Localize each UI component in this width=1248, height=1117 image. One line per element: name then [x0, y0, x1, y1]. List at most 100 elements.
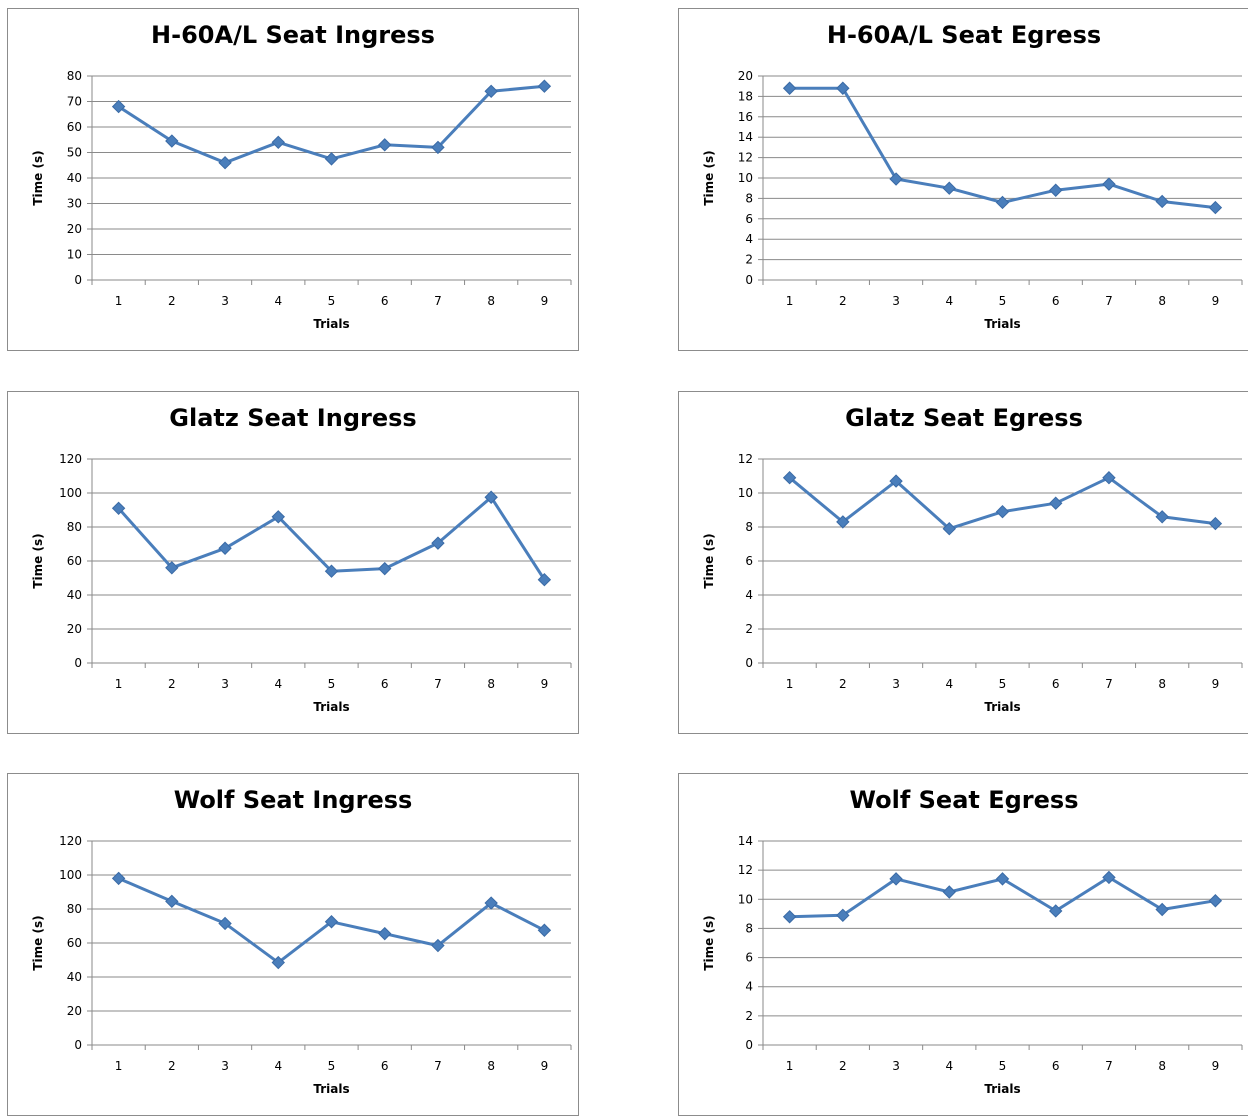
- y-tick-label: 30: [67, 197, 82, 211]
- y-axis-title: Time (s): [31, 150, 45, 205]
- x-tick-label: 9: [1212, 1059, 1220, 1073]
- y-tick-label: 60: [67, 936, 82, 950]
- x-tick-label: 1: [115, 294, 123, 308]
- y-tick-label: 0: [74, 656, 82, 670]
- y-tick-label: 2: [745, 1009, 753, 1023]
- y-tick-label: 4: [745, 232, 753, 246]
- x-tick-label: 2: [839, 677, 847, 691]
- y-tick-label: 20: [67, 1004, 82, 1018]
- y-tick-label: 120: [59, 834, 82, 848]
- x-tick-label: 4: [274, 677, 282, 691]
- x-tick-label: 6: [1052, 294, 1060, 308]
- data-point: [1102, 870, 1116, 885]
- y-tick-label: 14: [738, 834, 753, 848]
- data-point: [1155, 902, 1169, 917]
- data-point: [271, 510, 285, 524]
- data-point: [942, 181, 956, 195]
- x-tick-label: 7: [434, 1059, 442, 1073]
- x-tick-label: 4: [945, 1059, 953, 1073]
- y-tick-label: 10: [738, 892, 753, 906]
- data-point: [484, 896, 498, 910]
- data-point: [1208, 200, 1223, 215]
- chart-title: Glatz Seat Ingress: [169, 404, 417, 432]
- y-tick-label: 80: [67, 520, 82, 534]
- y-tick-label: 16: [738, 110, 753, 124]
- x-tick-label: 8: [1158, 1059, 1166, 1073]
- chart-title: Glatz Seat Egress: [845, 404, 1083, 432]
- data-point: [537, 572, 552, 587]
- y-tick-label: 40: [67, 171, 82, 185]
- x-tick-label: 2: [839, 1059, 847, 1073]
- y-tick-label: 8: [745, 921, 753, 935]
- x-tick-label: 8: [487, 677, 495, 691]
- data-point: [271, 955, 285, 970]
- x-tick-label: 7: [1105, 677, 1113, 691]
- plot-area: 0 20 40 60 80 100 120 1 2 3 4 5 6 7 8 9 Trials Time (s): [31, 452, 572, 714]
- y-tick-label: 12: [738, 863, 753, 877]
- plot-area: 0 20 40 60 80 100 120 1 2 3 4 5 6 7 8 9 Trials Time (s): [31, 834, 572, 1096]
- data-point: [1049, 496, 1063, 510]
- x-tick-label: 1: [786, 677, 794, 691]
- x-tick-label: 3: [221, 1059, 229, 1073]
- y-tick-label: 100: [59, 868, 82, 882]
- y-tick-label: 0: [74, 1038, 82, 1052]
- series-line: [789, 86, 1216, 210]
- data-point: [889, 474, 903, 488]
- x-tick-label: 5: [999, 677, 1007, 691]
- y-tick-label: 4: [745, 980, 753, 994]
- x-axis-title: Trials: [984, 700, 1020, 714]
- x-tick-label: 8: [487, 294, 495, 308]
- x-tick-label: 2: [168, 1059, 176, 1073]
- x-tick-label: 3: [892, 294, 900, 308]
- data-point: [111, 871, 126, 886]
- data-point: [431, 140, 445, 155]
- data-point: [378, 926, 392, 941]
- chart-title: Wolf Seat Ingress: [173, 786, 413, 814]
- y-tick-label: 40: [67, 588, 82, 602]
- x-tick-label: 3: [221, 677, 229, 691]
- y-tick-label: 6: [745, 951, 753, 965]
- x-axis-title: Trials: [984, 317, 1020, 331]
- x-tick-label: 6: [381, 1059, 389, 1073]
- y-tick-label: 12: [738, 151, 753, 165]
- data-point: [271, 135, 285, 150]
- y-tick-label: 20: [738, 69, 753, 83]
- y-tick-label: 4: [745, 588, 753, 602]
- data-point: [324, 915, 339, 929]
- data-point: [995, 504, 1010, 519]
- data-point: [1155, 510, 1169, 524]
- series-line: [788, 476, 1216, 531]
- series-line: [117, 84, 545, 165]
- data-point: [218, 541, 232, 555]
- data-point: [995, 195, 1010, 210]
- x-tick-label: 1: [115, 677, 123, 691]
- y-axis-title: Time (s): [702, 150, 716, 205]
- y-tick-label: 60: [67, 120, 82, 134]
- x-tick-label: 4: [945, 294, 953, 308]
- x-tick-label: 2: [839, 294, 847, 308]
- data-point: [836, 81, 850, 95]
- data-point: [836, 515, 850, 529]
- y-axis-title: Time (s): [31, 915, 45, 970]
- y-tick-label: 8: [745, 520, 753, 534]
- x-tick-label: 1: [786, 294, 794, 308]
- x-tick-label: 1: [786, 1059, 794, 1073]
- data-point: [889, 872, 903, 886]
- y-tick-label: 10: [67, 248, 82, 262]
- data-point: [942, 885, 956, 899]
- data-point: [1208, 516, 1223, 531]
- y-tick-label: 18: [738, 89, 753, 103]
- x-tick-label: 6: [381, 677, 389, 691]
- y-tick-label: 6: [745, 212, 753, 226]
- y-tick-label: 70: [67, 95, 82, 109]
- x-tick-label: 5: [999, 294, 1007, 308]
- x-tick-label: 7: [1105, 1059, 1113, 1073]
- data-point: [324, 564, 339, 578]
- y-tick-label: 0: [745, 1038, 753, 1052]
- data-point: [165, 894, 179, 909]
- data-point: [484, 490, 498, 504]
- data-point: [431, 938, 445, 953]
- x-tick-label: 3: [892, 1059, 900, 1073]
- x-tick-label: 8: [487, 1059, 495, 1073]
